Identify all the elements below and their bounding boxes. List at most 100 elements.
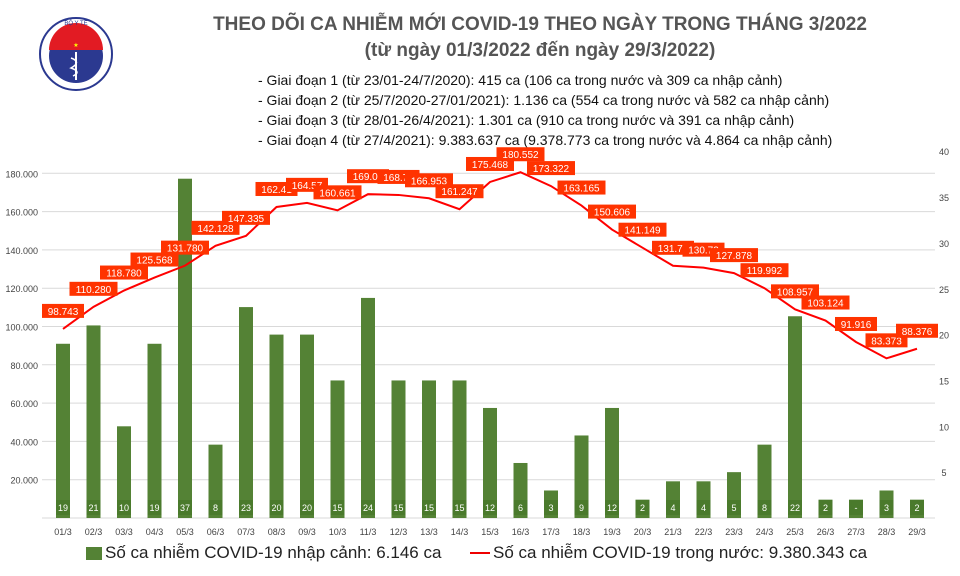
right-tick-label: 15	[939, 376, 949, 386]
x-tick-label: 06/3	[207, 527, 225, 537]
bar-imported	[483, 407, 497, 518]
bar-imported	[178, 178, 192, 518]
bar-data-label: 20	[271, 503, 281, 513]
line-data-label: 125.568	[136, 256, 173, 267]
line-data-label: 169.09	[353, 172, 384, 183]
bar-imported	[788, 316, 802, 518]
bar-label-box	[56, 500, 70, 515]
x-tick-label: 12/3	[390, 527, 408, 537]
line-data-label: 127.878	[716, 251, 753, 262]
line-data-label: 98.743	[48, 307, 79, 318]
line-label-box	[496, 147, 545, 162]
x-tick-label: 29/3	[908, 527, 926, 537]
left-tick-label: 40.000	[10, 437, 38, 447]
left-tick-label: 180.000	[5, 169, 38, 179]
bar-data-label: 15	[454, 503, 464, 513]
line-label-box	[69, 281, 118, 296]
bar-data-label: 19	[58, 503, 68, 513]
bar-label-box	[117, 500, 131, 515]
x-tick-label: 21/3	[664, 527, 682, 537]
bar-data-label: 12	[485, 503, 495, 513]
line-data-label: 175.468	[472, 160, 509, 171]
bar-data-label: 12	[607, 503, 617, 513]
x-tick-label: 22/3	[695, 527, 713, 537]
x-tick-label: 04/3	[146, 527, 164, 537]
legend-line-swatch	[470, 552, 490, 554]
line-data-label: 91.916	[841, 320, 872, 331]
bar-data-label: -	[855, 503, 858, 513]
x-tick-label: 11/3	[360, 527, 377, 537]
line-label-box	[161, 240, 209, 255]
bar-data-label: 4	[701, 503, 706, 513]
bar-imported	[117, 426, 131, 518]
bar-data-label: 8	[762, 503, 767, 513]
legend-domestic: Số ca nhiễm COVID-19 trong nước: 9.380.3…	[470, 543, 867, 563]
bar-imported	[86, 325, 101, 518]
line-data-label: 168.70	[383, 173, 414, 184]
x-tick-label: 09/3	[298, 527, 316, 537]
svg-text:★: ★	[73, 42, 78, 49]
line-data-label: 150.606	[594, 208, 631, 219]
bar-label-box	[544, 500, 558, 515]
bar-data-label: 4	[670, 503, 675, 513]
right-tick-label: 35	[939, 193, 949, 203]
bar-data-label: 10	[119, 503, 129, 513]
bar-data-label: 15	[424, 503, 434, 513]
line-data-label: 147.335	[228, 214, 265, 225]
bar-label-box	[269, 500, 284, 515]
bar-label-box	[849, 500, 863, 515]
x-tick-label: 19/3	[603, 527, 621, 537]
x-tick-label: 07/3	[237, 527, 255, 537]
line-data-label: 83.373	[871, 336, 902, 347]
x-tick-label: 20/3	[634, 527, 652, 537]
line-data-label: 103.124	[807, 299, 844, 310]
line-label-box	[100, 265, 148, 280]
line-data-label: 108.957	[777, 287, 814, 298]
bar-label-box	[788, 500, 802, 515]
x-tick-label: 24/3	[756, 527, 774, 537]
bar-imported	[269, 334, 284, 518]
x-tick-label: 01/3	[54, 527, 72, 537]
line-data-label: 142.128	[197, 224, 234, 235]
line-label-box	[710, 248, 758, 263]
bar-label-box	[879, 500, 894, 515]
bar-imported	[147, 343, 162, 518]
left-tick-label: 140.000	[5, 246, 38, 256]
line-label-box	[557, 180, 606, 195]
line-label-box	[835, 316, 877, 331]
left-tick-label: 20.000	[10, 476, 38, 486]
bar-data-label: 37	[180, 503, 190, 513]
x-tick-label: 13/3	[420, 527, 438, 537]
line-data-label: 173.322	[533, 164, 570, 175]
line-data-label: 162.41	[261, 185, 292, 196]
left-tick-label: 120.000	[5, 284, 38, 294]
line-label-box	[435, 184, 484, 199]
bar-label-box	[635, 500, 650, 515]
right-tick-label: 10	[939, 422, 949, 432]
line-label-box	[222, 210, 270, 225]
chart-subtitle: (từ ngày 01/3/2022 đến ngày 29/3/2022)	[364, 40, 716, 61]
x-tick-label: 27/3	[847, 527, 865, 537]
bar-data-label: 3	[884, 503, 889, 513]
line-data-label: 88.376	[902, 327, 933, 338]
bar-imported	[361, 297, 375, 518]
bar-data-label: 20	[302, 503, 312, 513]
bar-label-box	[910, 500, 924, 515]
line-data-label: 160.661	[319, 188, 356, 199]
line-data-label: 161.247	[441, 187, 478, 198]
bar-data-label: 5	[731, 503, 736, 513]
line-data-label: 118.780	[106, 269, 142, 280]
bar-label-box	[86, 500, 101, 515]
legend-bar-swatch	[86, 546, 102, 560]
x-tick-label: 05/3	[176, 527, 194, 537]
svg-text:BỘ Y TẾ: BỘ Y TẾ	[64, 20, 87, 27]
legend-imported: Số ca nhiễm COVID-19 nhập cảnh: 6.146 ca	[86, 543, 441, 563]
bar-label-box	[239, 500, 253, 515]
bar-data-label: 2	[914, 503, 919, 513]
right-tick-label: 20	[939, 331, 949, 341]
bar-imported	[56, 343, 70, 518]
bar-data-label: 15	[332, 503, 342, 513]
bar-label-box	[818, 500, 833, 515]
bar-imported	[208, 444, 223, 518]
left-tick-label: 60.000	[10, 399, 38, 409]
